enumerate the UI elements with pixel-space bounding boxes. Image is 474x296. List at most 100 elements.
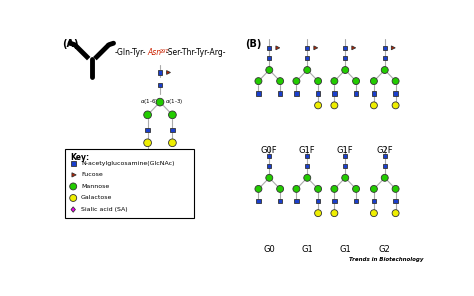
Circle shape (381, 174, 388, 181)
Bar (145, 128, 150, 132)
Bar (372, 199, 376, 203)
Bar (383, 56, 387, 60)
Bar (170, 128, 175, 132)
Text: Galactose: Galactose (81, 195, 112, 200)
Text: G1: G1 (339, 245, 351, 254)
Circle shape (370, 185, 377, 192)
FancyBboxPatch shape (64, 149, 194, 218)
Circle shape (277, 185, 283, 192)
Bar (158, 70, 162, 75)
Bar (354, 91, 358, 96)
Bar (354, 199, 358, 203)
Circle shape (70, 183, 77, 190)
Bar (305, 164, 310, 168)
Text: $\alpha$(1-3): $\alpha$(1-3) (165, 97, 184, 106)
Bar (393, 91, 398, 96)
Bar (343, 154, 347, 158)
Circle shape (370, 102, 377, 109)
Circle shape (277, 78, 283, 85)
Bar (332, 91, 337, 96)
Bar (316, 91, 320, 96)
Bar (267, 154, 272, 158)
Bar (158, 83, 162, 88)
Bar (294, 199, 299, 203)
Bar (393, 199, 398, 203)
Circle shape (331, 78, 338, 85)
Bar (305, 154, 310, 158)
Bar (332, 199, 337, 203)
Circle shape (144, 111, 152, 119)
Circle shape (342, 174, 349, 181)
Text: G0: G0 (264, 245, 275, 254)
Bar (305, 56, 310, 60)
Text: G2F: G2F (376, 147, 393, 155)
Text: G1: G1 (301, 245, 313, 254)
Text: Mannose: Mannose (81, 184, 109, 189)
Circle shape (392, 102, 399, 109)
Circle shape (266, 67, 273, 73)
Circle shape (331, 210, 338, 217)
Circle shape (169, 139, 176, 147)
Polygon shape (314, 46, 318, 50)
Bar (267, 46, 272, 50)
Text: N-acetylglucosamine(GlcNAc): N-acetylglucosamine(GlcNAc) (81, 161, 174, 166)
Bar (383, 46, 387, 50)
Circle shape (353, 185, 360, 192)
Text: (A): (A) (63, 38, 79, 49)
Bar (343, 46, 347, 50)
Circle shape (315, 185, 321, 192)
Circle shape (315, 102, 321, 109)
Text: Asn: Asn (147, 48, 162, 57)
Text: Trends in Biotechnology: Trends in Biotechnology (349, 257, 423, 262)
Bar (343, 164, 347, 168)
Circle shape (255, 78, 262, 85)
Circle shape (70, 194, 77, 202)
Text: -Ser-Thr-Tyr-Arg-: -Ser-Thr-Tyr-Arg- (165, 48, 226, 57)
Bar (383, 164, 387, 168)
Circle shape (370, 78, 377, 85)
Circle shape (342, 67, 349, 73)
Bar (256, 199, 261, 203)
Bar (278, 199, 282, 203)
Polygon shape (166, 70, 171, 74)
Bar (267, 164, 272, 168)
Text: G1F: G1F (299, 147, 316, 155)
Circle shape (353, 78, 360, 85)
Polygon shape (145, 152, 150, 159)
Circle shape (304, 67, 311, 73)
Circle shape (266, 174, 273, 181)
Text: (B): (B) (245, 38, 262, 49)
Circle shape (315, 210, 321, 217)
Circle shape (304, 174, 311, 181)
Circle shape (370, 210, 377, 217)
Text: G2: G2 (379, 245, 391, 254)
Text: $\alpha$(1-6): $\alpha$(1-6) (140, 97, 158, 106)
Polygon shape (71, 207, 75, 212)
Polygon shape (352, 46, 356, 50)
Circle shape (144, 139, 152, 147)
Bar (316, 199, 320, 203)
Text: Sialic acid (SA): Sialic acid (SA) (81, 207, 128, 212)
Bar (305, 46, 310, 50)
Text: 297: 297 (159, 49, 168, 54)
Circle shape (392, 185, 399, 192)
Circle shape (392, 78, 399, 85)
Polygon shape (72, 173, 76, 177)
Bar (278, 91, 282, 96)
Polygon shape (276, 46, 280, 50)
Bar (372, 91, 376, 96)
Text: Fucose: Fucose (81, 172, 103, 177)
Circle shape (331, 102, 338, 109)
Bar (71, 161, 75, 166)
Circle shape (293, 78, 300, 85)
Circle shape (331, 185, 338, 192)
Circle shape (381, 67, 388, 73)
Circle shape (392, 210, 399, 217)
Circle shape (156, 98, 164, 106)
Circle shape (255, 185, 262, 192)
Text: G1F: G1F (337, 147, 354, 155)
Circle shape (315, 78, 321, 85)
Text: -Gln-Tyr-: -Gln-Tyr- (115, 48, 146, 57)
Bar (294, 91, 299, 96)
Bar (256, 91, 261, 96)
